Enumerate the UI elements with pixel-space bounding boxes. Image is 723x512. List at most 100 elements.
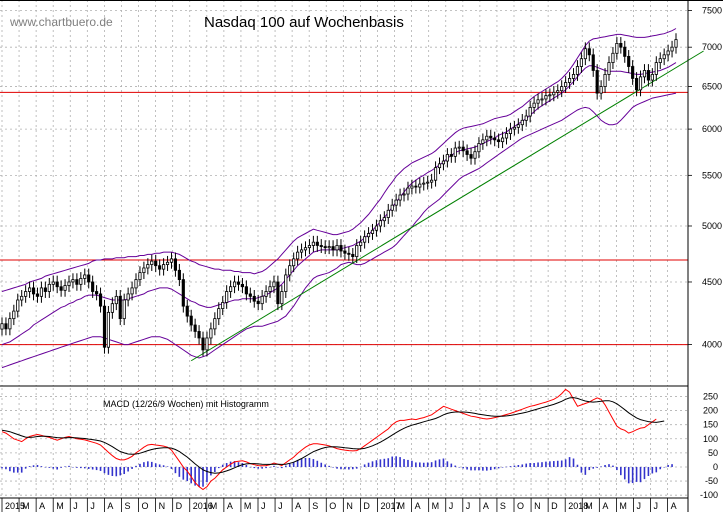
candle-body bbox=[481, 139, 485, 144]
candle-body bbox=[248, 293, 252, 297]
candle-body bbox=[631, 66, 635, 79]
candle-body bbox=[236, 281, 241, 285]
candle-body bbox=[406, 187, 410, 195]
candle-body bbox=[158, 265, 162, 270]
candle-body bbox=[91, 281, 95, 292]
candle-body bbox=[536, 99, 540, 104]
horizontal-lines bbox=[0, 91, 688, 346]
macd-lines bbox=[1, 388, 665, 491]
macd-y-label: 250 bbox=[703, 391, 718, 401]
candle-body bbox=[575, 66, 580, 75]
candle-body bbox=[229, 286, 233, 292]
candle-body bbox=[55, 281, 59, 288]
candle-body bbox=[268, 286, 272, 292]
price-y-label: 4500 bbox=[702, 277, 722, 287]
macd-histogram-bar bbox=[225, 463, 228, 467]
candle-body bbox=[118, 295, 122, 320]
candle-body bbox=[532, 102, 536, 108]
candle-body bbox=[556, 90, 560, 93]
macd-histogram-bar bbox=[288, 463, 291, 467]
candle-body bbox=[623, 46, 627, 57]
upper-band bbox=[1, 28, 677, 292]
x-tick-label: N bbox=[346, 501, 353, 511]
candle-body bbox=[276, 281, 280, 305]
candle-body bbox=[244, 286, 248, 295]
x-tick-label: N bbox=[534, 501, 541, 511]
candle-body bbox=[98, 293, 103, 307]
macd-histogram-bar bbox=[458, 466, 461, 468]
candle-body bbox=[311, 241, 315, 246]
candle-body bbox=[418, 183, 422, 188]
macd-histogram-bar bbox=[72, 466, 74, 468]
macd-histogram-bar bbox=[592, 466, 595, 469]
chart-title: Nasdaq 100 auf Wochenbasis bbox=[204, 14, 404, 31]
x-tick-label: J bbox=[449, 501, 454, 511]
candle-body bbox=[31, 287, 36, 295]
candle-body bbox=[579, 58, 583, 67]
x-tick-label: D bbox=[363, 501, 370, 511]
macd-histogram-bar bbox=[359, 466, 362, 468]
candle-body bbox=[414, 185, 418, 188]
macd-histogram-bar bbox=[663, 466, 665, 468]
macd-histogram-bar bbox=[639, 466, 642, 483]
macd-histogram-bar bbox=[214, 466, 216, 473]
macd-histogram-bar bbox=[336, 466, 338, 469]
candle-body bbox=[370, 229, 375, 234]
macd-histogram-bar bbox=[186, 466, 189, 482]
macd-histogram-bar bbox=[261, 466, 263, 469]
macd-y-label: -100 bbox=[700, 490, 718, 500]
candle-body bbox=[433, 167, 438, 181]
x-tick-label: 2015 bbox=[5, 501, 25, 511]
candle-body bbox=[20, 295, 24, 301]
macd-histogram-bar bbox=[438, 459, 441, 467]
candle-body bbox=[146, 264, 150, 269]
x-tick-label: A bbox=[107, 501, 113, 511]
x-tick-label: M bbox=[210, 501, 218, 511]
macd-y-label: 0 bbox=[713, 462, 718, 472]
candle-body bbox=[670, 46, 674, 52]
candle-body bbox=[638, 76, 643, 91]
candle-body bbox=[173, 258, 178, 271]
macd-histogram-bar bbox=[273, 465, 275, 467]
x-tick-label: 2016 bbox=[193, 501, 213, 511]
candle-body bbox=[528, 107, 532, 117]
candle-body bbox=[378, 220, 382, 227]
candle-body bbox=[260, 295, 264, 305]
candle-body bbox=[552, 91, 556, 96]
candle-body bbox=[95, 291, 99, 295]
x-tick-label: A bbox=[295, 501, 301, 511]
macd-histogram-bar bbox=[486, 466, 488, 471]
candle-body bbox=[343, 250, 347, 254]
candle-body bbox=[327, 246, 331, 249]
candle-body bbox=[209, 328, 213, 339]
macd-title: MACD (12/26/9 Wochen) mit Histogramm bbox=[103, 399, 269, 409]
candle-body bbox=[87, 274, 91, 283]
candle-body bbox=[335, 245, 339, 251]
candle-body bbox=[564, 82, 568, 87]
candle-body bbox=[8, 318, 12, 330]
candle-body bbox=[240, 283, 245, 288]
macd-y-label: 200 bbox=[703, 406, 718, 416]
macd-histogram-bar bbox=[355, 466, 358, 469]
watermark: www.chartbuero.de bbox=[9, 15, 113, 29]
macd-histogram-bar bbox=[178, 466, 181, 477]
x-tick-label: D bbox=[551, 501, 558, 511]
candle-body bbox=[323, 246, 327, 249]
candle-body bbox=[493, 137, 497, 141]
x-tick-label: M bbox=[585, 501, 593, 511]
x-tick-label: A bbox=[39, 501, 45, 511]
candle-body bbox=[339, 245, 343, 252]
macd-histogram-bar bbox=[308, 457, 311, 467]
candle-body bbox=[583, 48, 587, 60]
candle-body bbox=[504, 133, 509, 139]
macd-histogram-bar bbox=[415, 462, 417, 467]
macd-histogram-bar bbox=[281, 466, 283, 469]
candle-body bbox=[43, 287, 47, 292]
candle-body bbox=[430, 179, 434, 183]
macd-histogram-bar bbox=[600, 466, 602, 467]
macd-histogram-bar bbox=[237, 462, 240, 467]
macd-histogram-bar bbox=[245, 465, 248, 467]
candle-body bbox=[150, 260, 154, 265]
macd-histogram-bar bbox=[434, 460, 437, 467]
candle-body bbox=[662, 54, 666, 60]
